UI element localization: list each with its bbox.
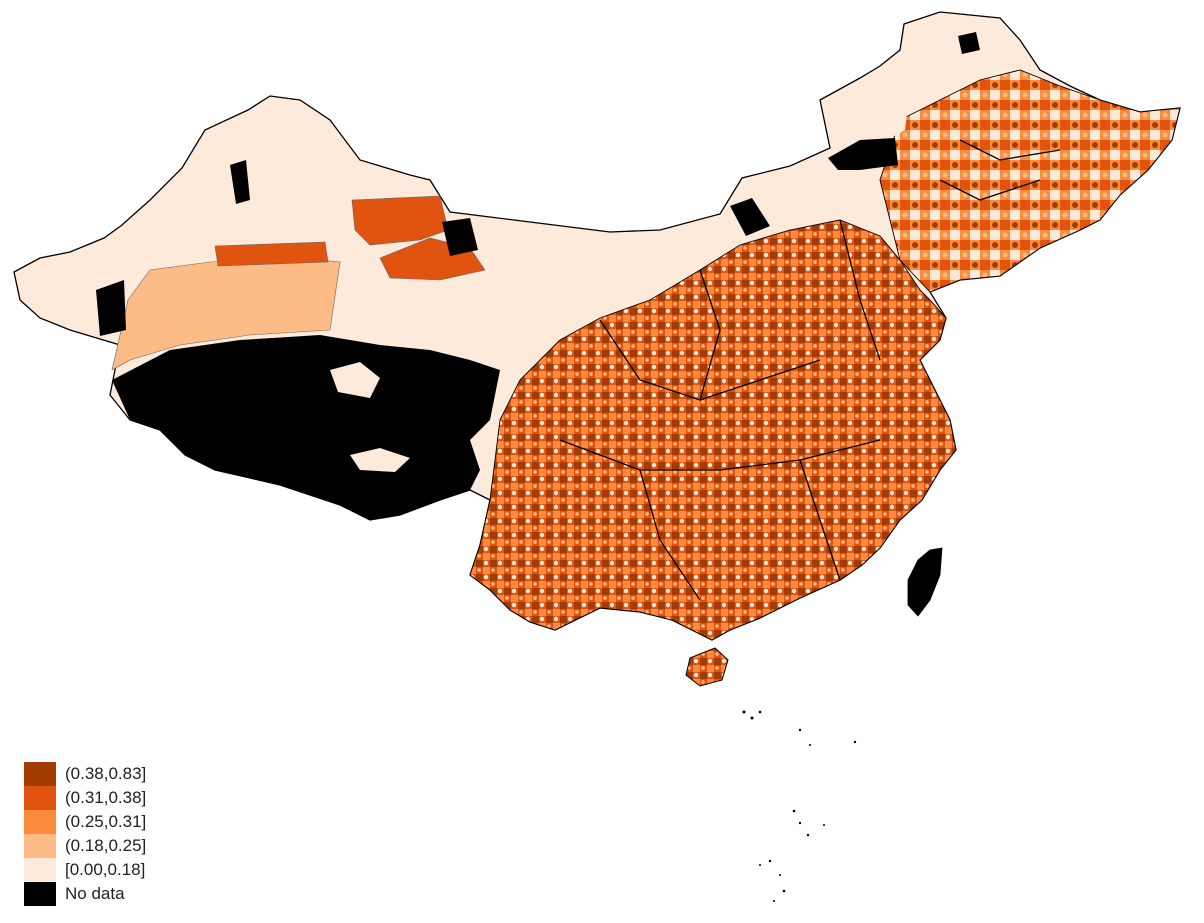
region-nodata-north: [730, 198, 770, 236]
legend-swatch: [24, 810, 56, 834]
legend-label: (0.38,0.83]: [65, 764, 147, 783]
legend-item: No data: [24, 882, 146, 906]
choropleth-map: [13, 11, 1181, 746]
legend-label: No data: [65, 884, 125, 903]
region-nodata-inner-mongolia: [828, 138, 898, 170]
legend-swatch: [24, 762, 56, 786]
legend-item: (0.18,0.25]: [24, 834, 146, 858]
legend-item: (0.38,0.83]: [24, 762, 146, 786]
region-west-basin: [111, 257, 341, 371]
region-east-dense: [469, 219, 957, 641]
legend-label: [0.00,0.18]: [65, 860, 146, 879]
region-tibet-nodata: [112, 335, 500, 520]
map-legend: (0.38,0.83] (0.31,0.38] (0.25,0.31] (0.1…: [24, 762, 146, 906]
south-sea-islands: [742, 710, 857, 746]
south-sea-islands-lower: [759, 809, 825, 902]
region-west-strip: [214, 241, 329, 267]
legend-item: (0.25,0.31]: [24, 810, 146, 834]
legend-label: (0.31,0.38]: [65, 788, 147, 807]
region-ne-light: [830, 80, 910, 150]
legend-swatch: [24, 858, 56, 882]
legend-swatch: [24, 786, 56, 810]
region-north-block: [351, 195, 449, 246]
province-boundaries: [559, 139, 1061, 601]
region-nodata-xinjiang: [230, 160, 250, 204]
region-hainan: [685, 647, 729, 687]
legend-item: (0.31,0.38]: [24, 786, 146, 810]
legend-label: (0.25,0.31]: [65, 812, 147, 831]
legend-swatch: [24, 834, 56, 858]
region-tibet-hole-1: [330, 362, 380, 398]
region-nodata-west: [96, 280, 126, 336]
region-northeast: [879, 69, 1181, 293]
region-taiwan: [907, 547, 943, 617]
legend-item: [0.00,0.18]: [24, 858, 146, 882]
legend-swatch: [24, 882, 56, 906]
region-tibet-hole-2: [350, 448, 410, 472]
region-nodata-central: [442, 218, 478, 256]
legend-label: (0.18,0.25]: [65, 836, 147, 855]
region-nodata-hulun: [958, 32, 980, 54]
